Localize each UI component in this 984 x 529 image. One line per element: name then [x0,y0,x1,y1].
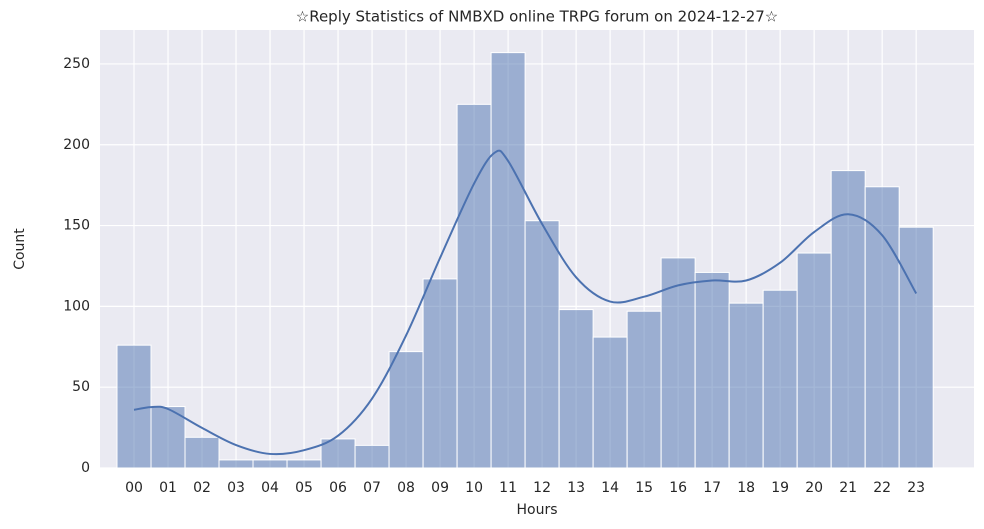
x-tick-label: 20 [805,480,823,496]
x-tick-label: 15 [635,480,653,496]
bar [626,310,662,469]
bar [592,336,628,469]
x-tick-label: 23 [907,480,925,496]
x-tick-label: 12 [533,480,551,496]
x-tick-label: 06 [329,480,347,496]
y-tick-label: 0 [81,460,90,476]
bar [796,252,832,469]
bar [762,289,798,469]
x-tick-label: 01 [159,480,177,496]
bar [830,170,866,469]
x-tick-label: 09 [431,480,449,496]
x-tick-label: 03 [227,480,245,496]
x-tick-label: 04 [261,480,279,496]
bar [218,459,254,469]
x-tick-label: 10 [465,480,483,496]
bar [864,186,900,469]
y-tick-label: 50 [72,379,90,395]
bar [558,309,594,469]
x-tick-label: 18 [737,480,755,496]
x-tick-label: 00 [125,480,143,496]
x-tick-label: 13 [567,480,585,496]
y-tick-label: 200 [63,137,90,153]
y-axis-label: Count [12,228,28,270]
bar [184,436,220,469]
x-tick-label: 07 [363,480,381,496]
y-tick-label: 100 [63,298,90,314]
x-tick-label: 16 [669,480,687,496]
bar [422,278,458,469]
x-tick-label: 08 [397,480,415,496]
bar [728,302,764,469]
bar [286,459,322,469]
x-tick-label: 19 [771,480,789,496]
x-tick-label: 05 [295,480,313,496]
y-tick-label: 250 [63,56,90,72]
bar [252,459,288,469]
bar [524,220,560,469]
bar [354,444,390,469]
bar [456,103,492,469]
kde-line [133,149,918,456]
x-tick-label: 21 [839,480,857,496]
x-tick-label: 11 [499,480,517,496]
x-tick-label: 14 [601,480,619,496]
bar [490,52,526,469]
bar [694,271,730,469]
bar [320,438,356,469]
chart-title: ☆Reply Statistics of NMBXD online TRPG f… [296,8,779,26]
bar [388,351,424,469]
bar [898,226,934,469]
x-axis-label: Hours [516,502,557,518]
x-tick-label: 22 [873,480,891,496]
x-tick-label: 02 [193,480,211,496]
x-tick-label: 17 [703,480,721,496]
y-tick-label: 150 [63,218,90,234]
